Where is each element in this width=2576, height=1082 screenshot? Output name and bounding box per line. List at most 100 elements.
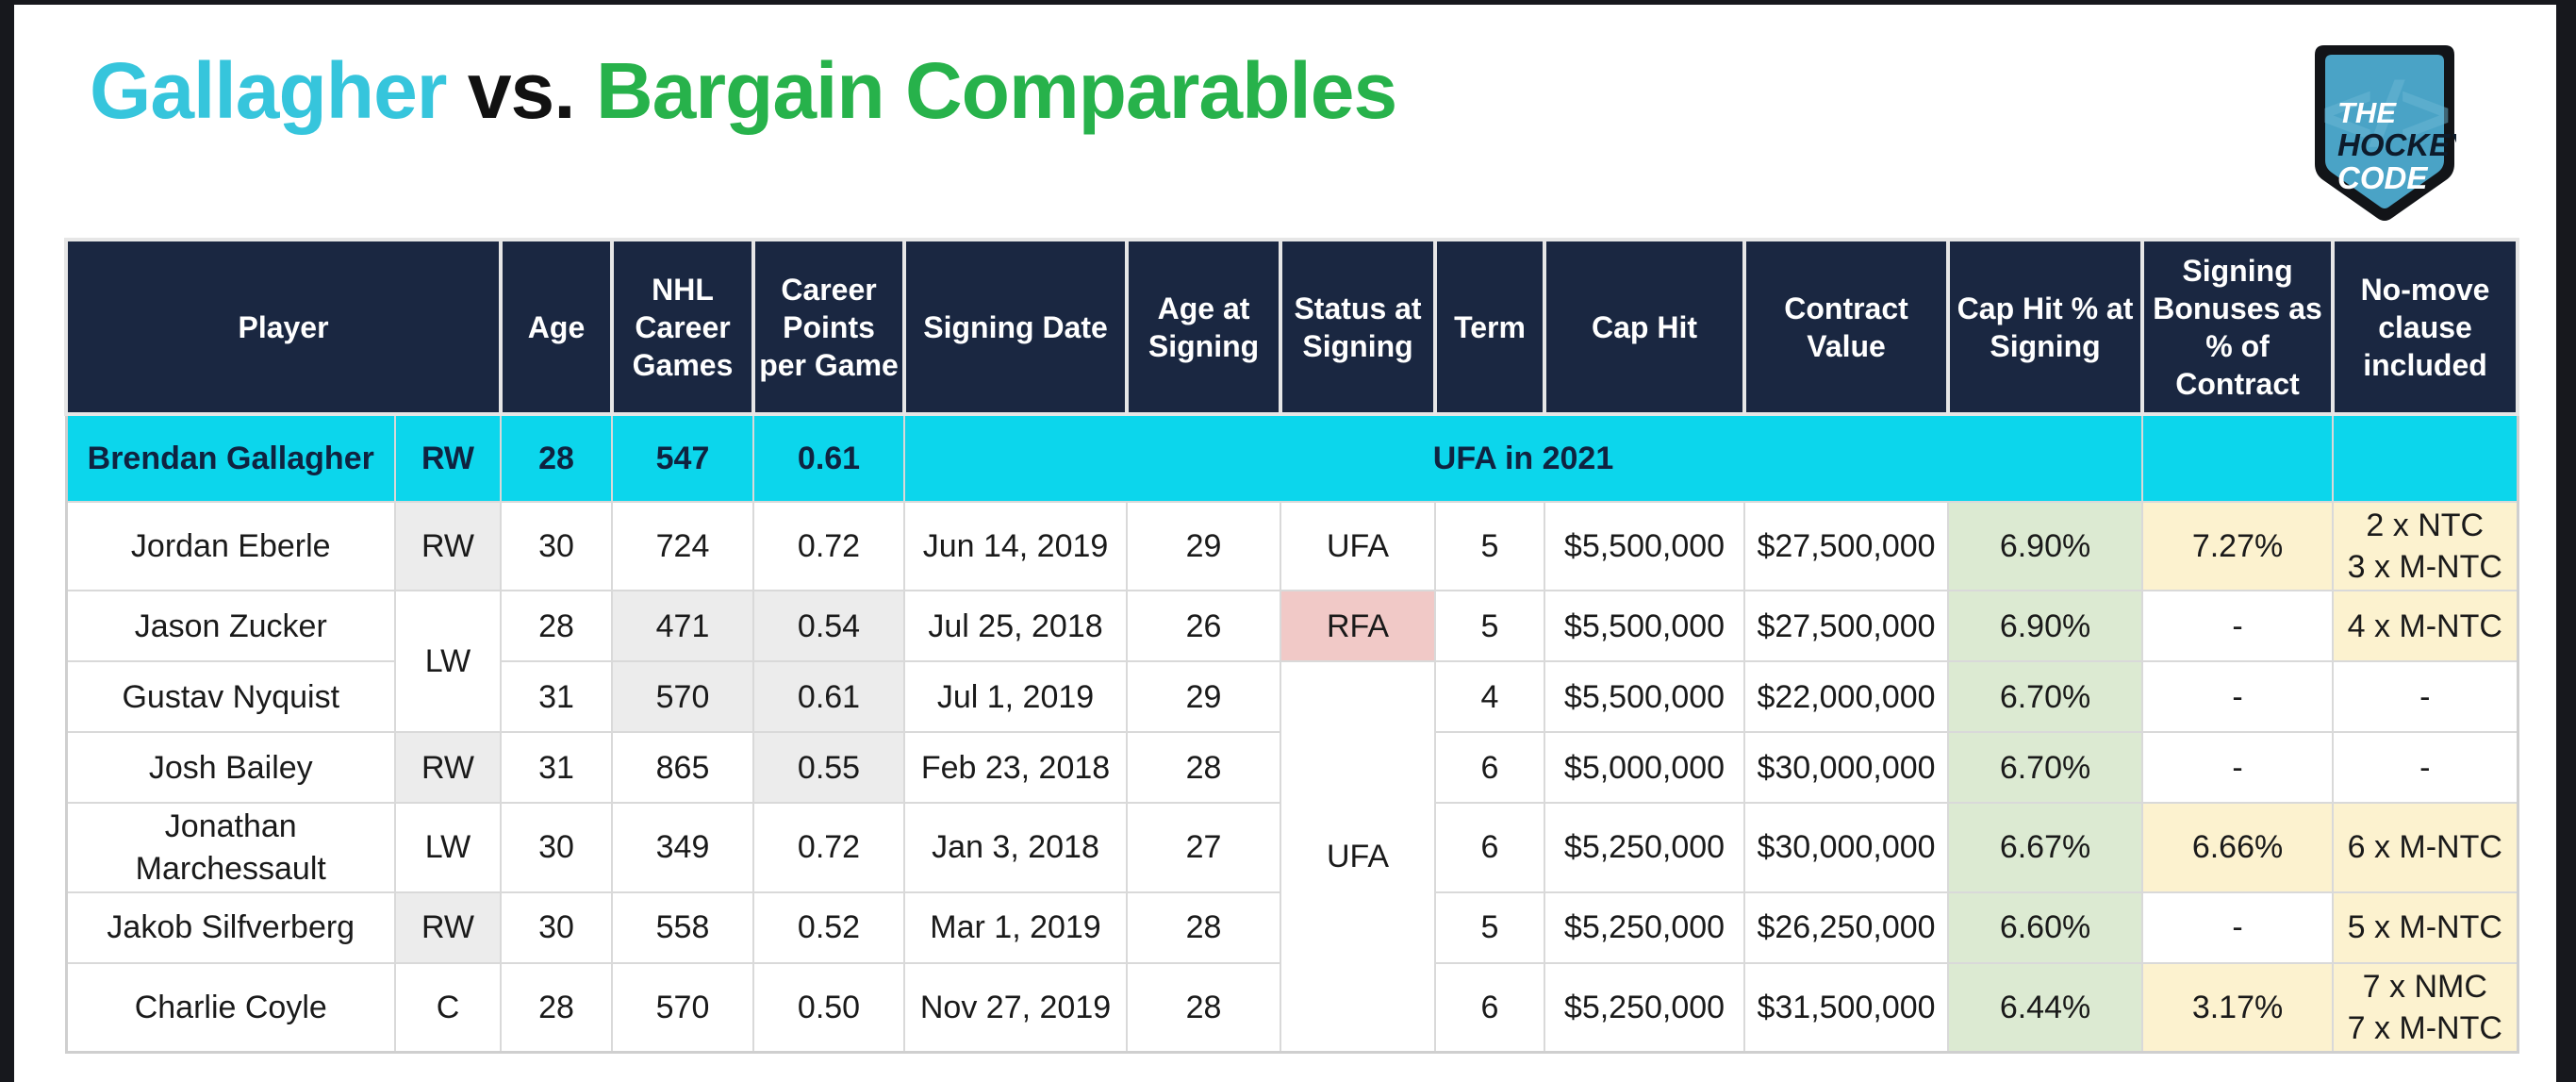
table-cell: Mar 1, 2019 [903, 891, 1129, 964]
player-row: Gustav Nyquist 31 570 0.61 Jul 1, 2019 29 UFA 4… [65, 660, 2519, 1054]
table-cell: 31 [500, 731, 614, 805]
table-cell: LW [393, 802, 503, 893]
table-cell: 29 [1126, 660, 1282, 734]
table-cell: 349 [611, 802, 755, 893]
table-cell: Jun 14, 2019 [903, 500, 1129, 592]
table-cell: $5,250,000 [1544, 802, 1746, 893]
table-cell: 28 [500, 590, 614, 663]
table-header: Player Age NHL Career Games Career Points p… [63, 238, 2520, 416]
table-cell: 6.90% [1947, 590, 2144, 663]
table-cell: 0.50 [752, 961, 906, 1054]
table-cell: 0.61 [752, 660, 906, 734]
table-cell: 4 x M-NTC [2332, 590, 2519, 663]
table-cell: 865 [611, 731, 755, 805]
table-cell: 5 [1434, 500, 1546, 592]
table-cell: 0.72 [752, 802, 906, 893]
table-cell: Jul 1, 2019 [903, 660, 1129, 734]
table-cell: RW [393, 500, 503, 592]
page-title: Gallagher vs. Bargain Comparables [90, 46, 1397, 135]
table-cell: $22,000,000 [1743, 660, 1950, 734]
table-cell: 6 x M-NTC [2332, 802, 2519, 893]
table-cell: Jonathan Marchessault [65, 802, 396, 893]
table-cell: 0.61 [752, 413, 906, 503]
header-cell: Age at Signing [1125, 238, 1283, 416]
table-cell: 2 x NTC 3 x M-NTC [2332, 500, 2519, 592]
table-cell: 31 [500, 660, 614, 734]
table-cell: 724 [611, 500, 755, 592]
table-cell: 558 [611, 891, 755, 964]
table-cell: $27,500,000 [1743, 500, 1950, 592]
table-cell: - [2141, 660, 2335, 734]
logo-line-hockey: HOCKEY [2337, 127, 2456, 162]
header-cell: Signing Bonuses as % of Contract [2140, 238, 2336, 416]
table-cell: Jan 3, 2018 [903, 802, 1129, 893]
header-cell: Term [1433, 238, 1547, 416]
table-cell: 6 [1434, 961, 1546, 1054]
header-cell: Age [499, 238, 615, 416]
table-cell: 547 [611, 413, 755, 503]
header-cell: NHL Career Games [610, 238, 756, 416]
table-cell: RW [393, 891, 503, 964]
code-icon: </> [2320, 64, 2451, 165]
logo-line-the: THE [2337, 96, 2397, 129]
table-cell: 0.72 [752, 500, 906, 592]
table-cell: 3.17% [2141, 961, 2335, 1054]
table-cell: RW [393, 413, 503, 503]
player-row: Josh Bailey RW 31 865 0.55 Feb 23, 2018 28 6 $5,… [65, 731, 2519, 805]
table-cell: 5 [1434, 891, 1546, 964]
table-cell: Gustav Nyquist [65, 660, 396, 734]
table-cell: $5,500,000 [1544, 660, 1746, 734]
table-cell: 28 [1126, 891, 1282, 964]
table-cell: 28 [500, 413, 614, 503]
header-row: Player Age NHL Career Games Career Points p… [63, 238, 2520, 416]
table-cell: 471 [611, 590, 755, 663]
player-row: Jakob Silfverberg RW 30 558 0.52 Mar 1, 2019 2… [65, 891, 2519, 964]
top-edge-bar [0, 0, 2576, 5]
table-cell: 7 x NMC 7 x M-NTC [2332, 961, 2519, 1054]
table-cell: Jakob Silfverberg [65, 891, 396, 964]
table-cell: UFA [1280, 660, 1437, 1054]
table-cell: 27 [1126, 802, 1282, 893]
table-cell: 5 x M-NTC [2332, 891, 2519, 964]
table-cell: $30,000,000 [1743, 802, 1950, 893]
table-cell: 6.44% [1947, 961, 2144, 1054]
table-cell: 26 [1126, 590, 1282, 663]
table-cell: 30 [500, 500, 614, 592]
table-cell: Jordan Eberle [65, 500, 396, 592]
header-cell: Player [63, 238, 504, 416]
table-cell: RW [393, 731, 503, 805]
table-cell: 570 [611, 961, 755, 1054]
table-cell: $5,250,000 [1544, 961, 1746, 1054]
table-cell: 6.70% [1947, 731, 2144, 805]
table-cell: RFA [1280, 590, 1437, 663]
table-cell: 28 [1126, 961, 1282, 1054]
table-cell: 5 [1434, 590, 1546, 663]
table-cell: LW [393, 590, 503, 734]
table-cell: - [2141, 590, 2335, 663]
table-cell: 28 [500, 961, 614, 1054]
header-cell: Contract Value [1742, 238, 1951, 416]
header-cell: Cap Hit [1543, 238, 1747, 416]
table-cell: Brendan Gallagher [65, 413, 396, 503]
table-body: Brendan Gallagher RW 28 547 0.61 UFA in 2021 J… [65, 413, 2519, 1054]
table-cell: 0.55 [752, 731, 906, 805]
table-cell: 30 [500, 802, 614, 893]
left-edge-bar [0, 0, 14, 1082]
table-cell: 6.67% [1947, 802, 2144, 893]
header-cell: Career Points per Game [751, 238, 907, 416]
table-cell: 6.60% [1947, 891, 2144, 964]
logo-line-code: CODE [2337, 160, 2428, 195]
table-cell: $31,500,000 [1743, 961, 1950, 1054]
header-cell: Status at Signing [1279, 238, 1438, 416]
table-cell: - [2141, 891, 2335, 964]
table-cell: 6 [1434, 802, 1546, 893]
right-edge-bar [2556, 0, 2576, 1082]
table-cell: C [393, 961, 503, 1054]
table-cell: Feb 23, 2018 [903, 731, 1129, 805]
title-gallagher: Gallagher [90, 46, 447, 135]
gallagher-row: Brendan Gallagher RW 28 547 0.61 UFA in 2021 [65, 413, 2519, 503]
player-row: Jason Zucker LW 28 471 0.54 Jul 25, 2018 26 RFA… [65, 590, 2519, 734]
table-cell: $5,500,000 [1544, 500, 1746, 592]
table-cell: UFA [1280, 500, 1437, 592]
table-cell: 30 [500, 891, 614, 964]
